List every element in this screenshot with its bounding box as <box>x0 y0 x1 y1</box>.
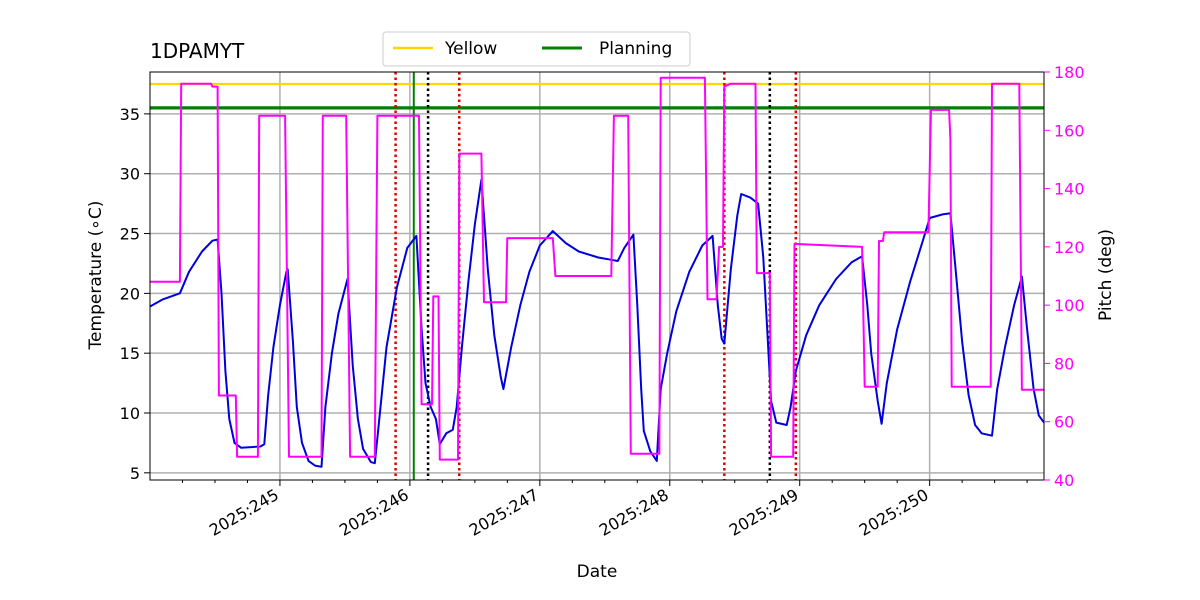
x-tick-label: 2025:249 <box>726 485 802 540</box>
axis-ticks: 2025:245 2025:246 2025:247 2025:248 2025:249… <box>120 63 1085 540</box>
legend: Yellow Planning <box>382 31 691 67</box>
y-tick-label: 20 <box>120 284 140 303</box>
pitch-axis-label: Pitch (deg) <box>1096 229 1116 321</box>
x-tick-label: 2025:250 <box>856 485 932 540</box>
pitch-tick-label: 40 <box>1054 471 1074 490</box>
x-tick-label: 2025:246 <box>336 485 412 540</box>
pitch-tick-label: 160 <box>1054 121 1085 140</box>
x-axis-label: Date <box>577 562 618 582</box>
legend-label-yellow: Yellow <box>444 39 497 59</box>
pitch-tick-label: 100 <box>1054 296 1085 315</box>
limit-lines <box>150 82 1044 110</box>
pitch-tick-label: 140 <box>1054 180 1085 199</box>
y-tick-label: 25 <box>120 225 140 244</box>
y-tick-label: 15 <box>120 344 140 363</box>
x-tick-label: 2025:245 <box>206 485 282 540</box>
legend-box <box>382 31 691 67</box>
pitch-tick-label: 120 <box>1054 238 1085 257</box>
y-tick-label: 30 <box>120 165 140 184</box>
pitch-tick-label: 180 <box>1054 63 1085 82</box>
y-tick-label: 35 <box>120 105 140 124</box>
x-tick-label: 2025:248 <box>596 485 672 540</box>
plot-frame <box>149 71 1045 481</box>
temperature-series-line <box>149 178 1045 468</box>
y-tick-label: 5 <box>130 464 140 483</box>
y-axis-label: Temperature (∘C) <box>86 201 106 351</box>
x-tick-label: 2025:247 <box>466 485 542 540</box>
pitch-tick-label: 80 <box>1054 354 1074 373</box>
legend-label-planning: Planning <box>599 39 672 59</box>
series-lines <box>149 76 1045 468</box>
pitch-tick-label: 60 <box>1054 413 1074 432</box>
pitch-series-line <box>150 76 1044 461</box>
y-tick-label: 10 <box>120 404 140 423</box>
chart-title: 1DPAMYT <box>150 39 245 63</box>
